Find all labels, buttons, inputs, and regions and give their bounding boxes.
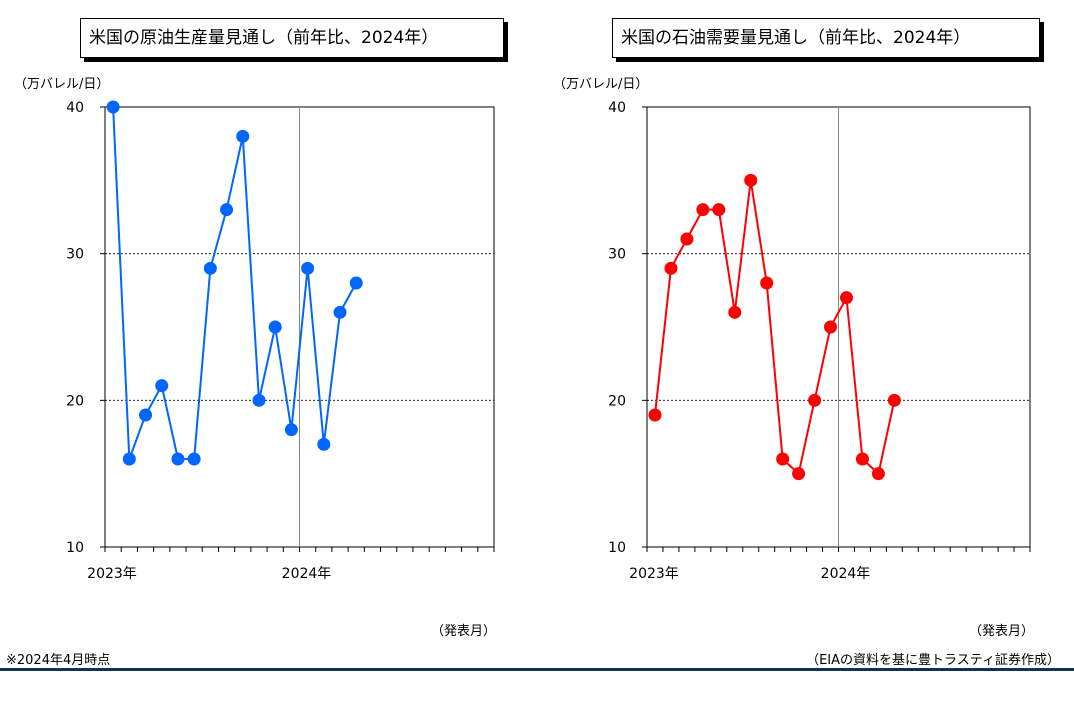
production-data-point — [333, 305, 347, 319]
demand-data-point — [855, 452, 869, 466]
production-ytick-label: 20 — [66, 393, 84, 409]
production-data-point — [317, 437, 331, 451]
demand-data-point — [680, 232, 694, 246]
production-data-point — [252, 393, 266, 407]
demand-data-point — [839, 291, 853, 305]
demand-data-point — [712, 203, 726, 217]
demand-xtick-label: 2023年 — [629, 566, 679, 582]
demand-data-point — [648, 408, 662, 422]
demand-x-axis-label: （発表月） — [969, 624, 1034, 639]
chart-title-demand: 米国の石油需要量見通し（前年比、2024年） — [612, 18, 1040, 58]
demand-ytick-label: 10 — [608, 540, 626, 556]
production-data-point — [139, 408, 153, 422]
demand-y-axis-label: （万バレル/日） — [553, 77, 648, 92]
demand-ytick-label: 30 — [608, 247, 626, 263]
production-data-point — [301, 261, 315, 275]
production-data-point — [155, 379, 169, 393]
production-data-point — [284, 423, 298, 437]
production-x-axis-label: （発表月） — [431, 624, 496, 639]
demand-data-point — [808, 393, 822, 407]
demand-data-point — [871, 467, 885, 481]
production-xtick-label: 2023年 — [87, 566, 137, 582]
production-data-point — [203, 261, 217, 275]
production-data-point — [268, 320, 282, 334]
footer-divider — [0, 668, 1074, 671]
production-data-point — [236, 129, 250, 143]
demand-data-point — [696, 203, 710, 217]
production-series-line — [112, 106, 358, 460]
production-data-point — [349, 276, 363, 290]
source-note: （EIAの資料を基に豊トラスティ証券作成） — [806, 653, 1060, 668]
demand-data-point — [887, 393, 901, 407]
demand-data-point — [760, 276, 774, 290]
as-of-note: ※2024年4月時点 — [6, 653, 111, 668]
production-data-point — [106, 100, 120, 114]
production-data-point — [122, 452, 136, 466]
production-data-point — [171, 452, 185, 466]
demand-data-point — [776, 452, 790, 466]
demand-data-point — [744, 173, 758, 187]
demand-ytick-label: 40 — [608, 100, 626, 116]
chart-title-production: 米国の原油生産量見通し（前年比、2024年） — [80, 18, 504, 58]
production-data-point — [187, 452, 201, 466]
production-data-point — [220, 203, 234, 217]
demand-data-point — [664, 261, 678, 275]
demand-xtick-label: 2024年 — [821, 566, 871, 582]
production-ytick-label: 30 — [66, 247, 84, 263]
demand-series-line — [653, 180, 896, 476]
production-ytick-label: 40 — [66, 100, 84, 116]
production-ytick-label: 10 — [66, 540, 84, 556]
demand-data-point — [824, 320, 838, 334]
demand-data-point — [792, 467, 806, 481]
production-xtick-label: 2024年 — [282, 566, 332, 582]
production-y-axis-label: （万バレル/日） — [14, 77, 109, 92]
demand-ytick-label: 20 — [608, 393, 626, 409]
demand-data-point — [728, 305, 742, 319]
